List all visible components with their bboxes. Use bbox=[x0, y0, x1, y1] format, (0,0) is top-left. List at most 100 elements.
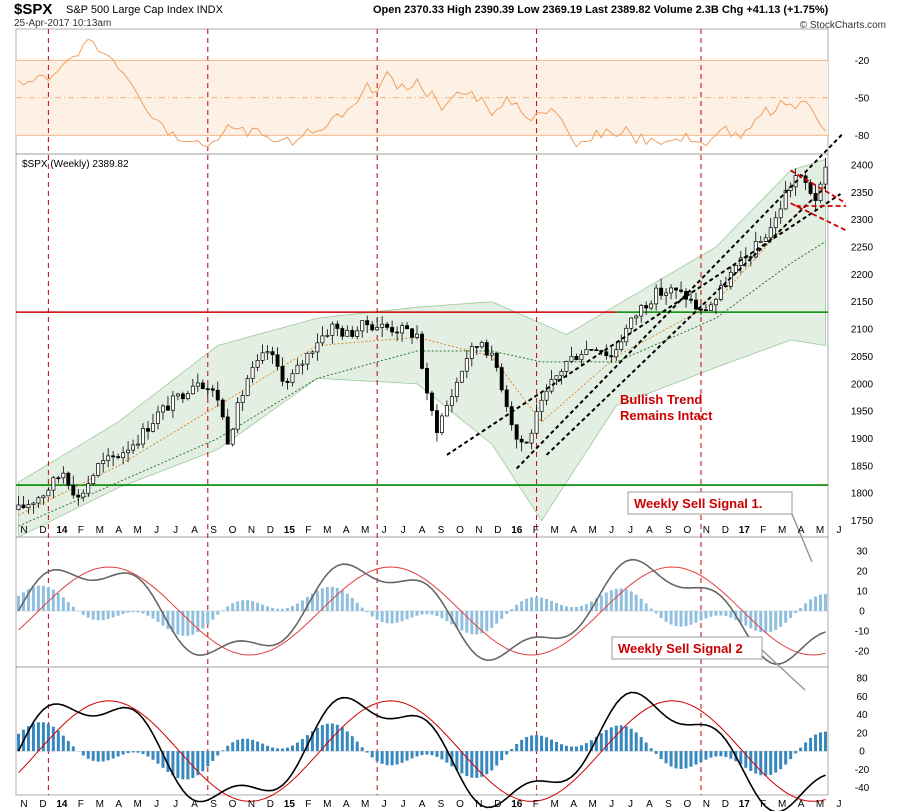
x-axis-label: F bbox=[78, 799, 84, 810]
macd2-histogram-bar bbox=[171, 751, 175, 776]
macd1-histogram-bar bbox=[584, 604, 588, 611]
x-axis-label: N bbox=[248, 525, 255, 536]
macd2-histogram-bar bbox=[475, 751, 479, 778]
macd2-histogram-bar bbox=[814, 734, 818, 752]
macd2-histogram-bar bbox=[276, 748, 280, 752]
macd1-histogram-bar bbox=[295, 603, 299, 611]
macd2-macd-line bbox=[17, 691, 826, 811]
macd1-histogram-bar bbox=[624, 589, 628, 611]
candle-body bbox=[126, 449, 131, 454]
x-axis-label: N bbox=[20, 799, 27, 810]
macd1-histogram-bar bbox=[191, 611, 195, 635]
x-axis-label: M bbox=[778, 525, 786, 536]
candle-body bbox=[439, 415, 444, 433]
macd1-histogram-bar bbox=[789, 611, 793, 619]
candle-body bbox=[350, 330, 355, 337]
x-axis-label: O bbox=[229, 799, 237, 810]
candle-body bbox=[41, 495, 46, 499]
macd2-histogram-bar bbox=[395, 751, 399, 765]
macd2-histogram-bar bbox=[146, 751, 150, 757]
candle-body bbox=[559, 371, 564, 377]
macd2-tick-label: 80 bbox=[856, 673, 868, 684]
macd1-histogram-bar bbox=[809, 599, 813, 611]
x-axis-label: N bbox=[20, 525, 27, 536]
macd1-histogram-bar bbox=[181, 611, 185, 636]
macd2-histogram-bar bbox=[789, 751, 793, 760]
macd1-histogram-bar bbox=[430, 611, 434, 615]
macd1-histogram-bar bbox=[599, 595, 603, 611]
candle-body bbox=[484, 342, 489, 356]
macd2-histogram-bar bbox=[779, 751, 783, 770]
macd2-histogram-bar bbox=[599, 733, 603, 752]
macd2-histogram-bar bbox=[101, 751, 105, 762]
macd2-histogram-bar bbox=[634, 732, 638, 752]
macd2-histogram-bar bbox=[201, 751, 205, 772]
candle-body bbox=[534, 411, 539, 434]
candle-body bbox=[410, 328, 414, 338]
price-tick-label: 2100 bbox=[851, 325, 874, 336]
candle-body bbox=[146, 428, 150, 432]
candle-body bbox=[315, 342, 320, 353]
macd2-histogram-bar bbox=[470, 751, 474, 778]
macd2-histogram-bar bbox=[704, 751, 708, 760]
candle-body bbox=[574, 356, 579, 361]
chart-symbol: $SPX bbox=[14, 1, 53, 18]
candle-body bbox=[699, 308, 703, 311]
price-tick-label: 2000 bbox=[851, 379, 874, 390]
sell-signal-1-pointer bbox=[791, 513, 813, 563]
candle-body bbox=[619, 341, 624, 350]
macd1-histogram-bar bbox=[241, 600, 245, 611]
macd1-histogram-bar bbox=[564, 606, 568, 611]
macd1-histogram-bar bbox=[350, 597, 354, 611]
candle-body bbox=[180, 393, 185, 400]
macd1-histogram-bar bbox=[814, 596, 818, 611]
macd1-histogram-bar bbox=[729, 611, 733, 618]
macd2-histogram-bar bbox=[221, 750, 225, 752]
candle-body bbox=[544, 390, 549, 401]
candle-body bbox=[674, 287, 679, 291]
candle-body bbox=[708, 304, 713, 311]
macd1-histogram-bar bbox=[51, 589, 55, 611]
candle-body bbox=[215, 389, 220, 401]
macd2-histogram-bar bbox=[26, 726, 30, 752]
candle-body bbox=[200, 382, 205, 390]
macd1-histogram-bar bbox=[764, 611, 768, 633]
macd2-histogram-bar bbox=[744, 751, 748, 768]
candle-body bbox=[758, 241, 763, 243]
candle-body bbox=[290, 373, 295, 383]
macd1-histogram-bar bbox=[101, 611, 105, 621]
macd1-histogram-bar bbox=[694, 611, 698, 623]
candle-body bbox=[225, 416, 230, 445]
macd1-histogram-bar bbox=[216, 611, 220, 615]
x-axis-label: J bbox=[401, 799, 406, 810]
macd1-histogram-bar bbox=[251, 601, 255, 611]
macd1-histogram-bar bbox=[824, 593, 828, 611]
macd1-histogram-bar bbox=[340, 590, 344, 611]
macd1-histogram-bar bbox=[146, 611, 150, 616]
macd1-histogram-bar bbox=[186, 611, 190, 636]
macd1-histogram-bar bbox=[201, 611, 205, 629]
macd2-histogram-bar bbox=[410, 751, 414, 759]
candle-body bbox=[768, 227, 773, 239]
macd1-histogram-bar bbox=[500, 611, 504, 619]
macd1-histogram-bar bbox=[156, 611, 160, 622]
candle-body bbox=[250, 366, 255, 379]
candle-body bbox=[494, 352, 499, 368]
macd1-histogram-bar bbox=[609, 590, 613, 611]
candle-body bbox=[689, 298, 693, 301]
price-tick-label: 2350 bbox=[851, 188, 874, 199]
macd1-histogram-bar bbox=[266, 606, 270, 611]
macd2-histogram-bar bbox=[246, 738, 250, 752]
macd2-histogram-bar bbox=[161, 751, 165, 768]
macd2-histogram-bar bbox=[589, 740, 593, 752]
x-axis-label: 17 bbox=[739, 799, 751, 810]
candle-body bbox=[91, 475, 96, 484]
macd1-histogram-bar bbox=[639, 598, 643, 611]
candle-body bbox=[604, 351, 609, 357]
macd2-histogram-bar bbox=[36, 722, 40, 752]
x-axis-label: A bbox=[646, 525, 653, 536]
macd1-histogram-bar bbox=[445, 611, 449, 622]
candle-body bbox=[141, 428, 145, 445]
candle-body bbox=[240, 395, 245, 403]
macd2-histogram-bar bbox=[375, 751, 379, 762]
